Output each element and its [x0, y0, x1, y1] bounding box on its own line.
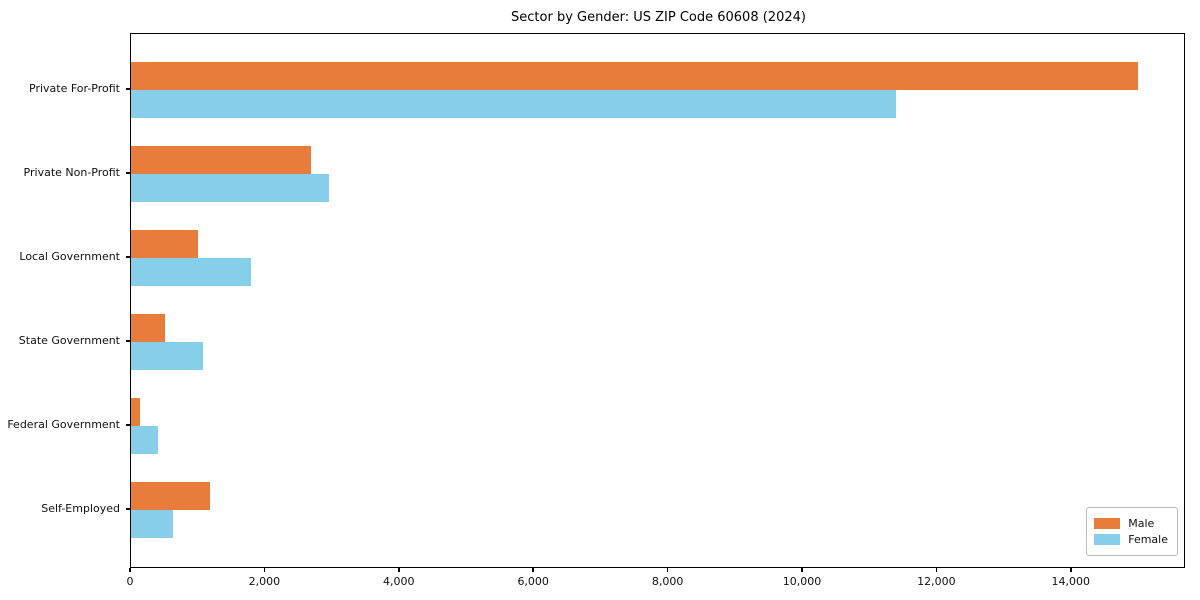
y-tick-mark [126, 256, 130, 258]
y-tick-label: State Government [18, 334, 120, 347]
x-tick-label: 4,000 [383, 575, 415, 588]
y-tick-label: Local Government [19, 250, 120, 263]
x-tick-label: 14,000 [1051, 575, 1091, 588]
y-tick-mark [126, 424, 130, 426]
chart-title: Sector by Gender: US ZIP Code 60608 (202… [511, 10, 806, 25]
x-tick-mark [532, 568, 534, 572]
y-tick-mark [126, 340, 130, 342]
bar-female-5 [131, 426, 158, 454]
x-tick-mark [129, 568, 131, 572]
x-tick-mark [666, 568, 669, 572]
bar-female-3 [131, 258, 252, 286]
x-tick-label: 0 [126, 575, 134, 588]
legend-item-male: Male [1094, 517, 1168, 530]
legend: Male Female [1086, 507, 1178, 556]
legend-item-female: Female [1094, 533, 1168, 546]
x-tick-label: 10,000 [782, 575, 822, 588]
y-tick-mark [126, 172, 130, 174]
y-tick-label: Federal Government [7, 418, 120, 431]
x-tick-mark [398, 568, 400, 572]
bar-female-6 [131, 510, 173, 538]
y-tick-mark [126, 88, 130, 90]
x-tick-mark [263, 568, 266, 572]
y-tick-mark [126, 508, 130, 510]
bar-male-2 [131, 146, 312, 174]
legend-swatch-male [1094, 518, 1121, 529]
x-tick-label: 2,000 [248, 575, 281, 588]
legend-label-female: Female [1128, 533, 1168, 546]
y-tick-label: Private For-Profit [29, 82, 120, 95]
x-tick-label: 6,000 [517, 575, 549, 588]
bar-male-3 [131, 230, 199, 258]
plot-area: Male Female [130, 33, 1185, 568]
x-tick-mark [1070, 568, 1072, 572]
y-tick-label: Private Non-Profit [23, 166, 120, 179]
x-tick-label: 8,000 [651, 575, 684, 588]
legend-label-male: Male [1128, 517, 1155, 530]
x-tick-mark [935, 568, 938, 572]
bar-male-5 [131, 398, 141, 426]
x-tick-mark [801, 568, 803, 572]
legend-swatch-female [1094, 534, 1121, 545]
x-tick-label: 12,000 [917, 575, 956, 588]
y-tick-label: Self-Employed [41, 502, 120, 515]
bar-male-4 [131, 314, 165, 342]
bar-female-1 [131, 90, 896, 118]
bar-male-6 [131, 482, 210, 510]
bar-female-2 [131, 174, 330, 202]
bar-male-1 [131, 62, 1138, 90]
bar-female-4 [131, 342, 203, 370]
